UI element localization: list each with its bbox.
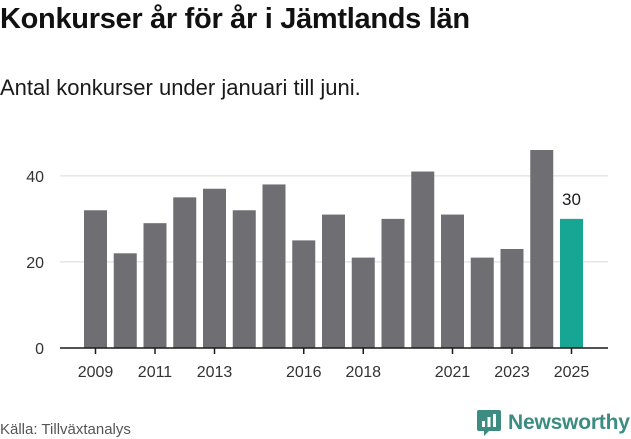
bar: [530, 150, 554, 348]
brand-logo: Newsworthy: [476, 408, 630, 438]
x-tick-label: 2021: [435, 364, 471, 381]
chart-title: Konkurser år för år i Jämtlands län: [0, 3, 470, 35]
x-tick-label: 2023: [494, 364, 530, 381]
x-tick-label: 2009: [78, 364, 114, 381]
bar-highlighted: [560, 218, 583, 348]
bar: [113, 253, 137, 348]
bar: [173, 197, 197, 348]
x-tick-label: 2011: [138, 364, 173, 381]
newsworthy-logo-icon: [477, 410, 501, 436]
y-tick-label: 20: [26, 255, 44, 272]
bar: [322, 214, 345, 348]
bar: [381, 218, 405, 348]
bar: [441, 214, 464, 348]
bar: [470, 257, 494, 348]
bar: [500, 249, 524, 348]
data-labels: 30: [562, 190, 581, 209]
y-tick-label: 0: [35, 341, 44, 358]
bar: [203, 188, 226, 348]
x-axis-ticks: 2009 2011 2013 2016 2018 2021 2023 2025: [78, 348, 590, 381]
data-label-highlight: 30: [562, 190, 581, 209]
brand-name: Newsworthy: [508, 411, 630, 434]
source-text: Källa: Tillväxtanalys: [0, 421, 131, 438]
chart-subtitle: Antal konkurser under januari till juni.: [0, 75, 361, 100]
x-tick-label: 2025: [554, 364, 590, 381]
bar: [84, 210, 107, 348]
bars: [84, 150, 583, 348]
bar: [351, 257, 375, 348]
bar: [143, 223, 167, 348]
bar: [292, 240, 316, 348]
bar: [262, 184, 286, 348]
bar: [232, 210, 256, 348]
y-tick-label: 40: [26, 169, 44, 186]
bar: [411, 171, 435, 348]
x-tick-label: 2016: [286, 364, 322, 381]
x-tick-label: 2013: [197, 364, 233, 381]
x-tick-label: 2018: [345, 364, 381, 381]
